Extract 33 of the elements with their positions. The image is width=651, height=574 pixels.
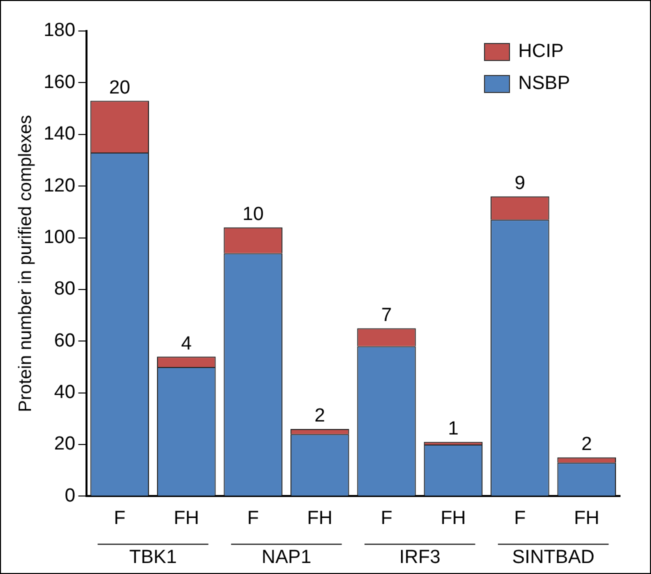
text: IRF3 bbox=[399, 546, 440, 568]
x-tick-label: FH bbox=[440, 508, 466, 529]
x-tick-label: F bbox=[114, 508, 126, 529]
text: SINTBAD bbox=[512, 546, 594, 568]
x-tick-label: FH bbox=[574, 508, 600, 529]
y-tick-label: 40 bbox=[54, 382, 76, 404]
y-tick-label: 0 bbox=[64, 485, 76, 506]
data-label: 7 bbox=[381, 304, 392, 326]
legend-label: HCIP bbox=[518, 41, 564, 63]
data-label: 2 bbox=[314, 406, 326, 427]
data-label: 1 bbox=[448, 418, 459, 440]
legend-label: NSBP bbox=[518, 73, 570, 95]
y-tick-label: 160 bbox=[44, 72, 76, 93]
x-tick-label: F bbox=[247, 508, 259, 529]
data-label: 20 bbox=[109, 78, 130, 99]
y-tick-label: 100 bbox=[44, 226, 76, 248]
x-tick-label: F bbox=[514, 508, 526, 529]
text: NAP1 bbox=[262, 546, 312, 568]
data-label: 10 bbox=[242, 204, 264, 226]
y-tick-label: 120 bbox=[44, 175, 76, 196]
y-tick-label: 180 bbox=[44, 20, 76, 42]
y-tick-label: 140 bbox=[44, 124, 76, 145]
x-tick-label: FH bbox=[307, 508, 332, 529]
text: TBK1 bbox=[129, 546, 177, 568]
y-tick-label: 80 bbox=[54, 278, 76, 300]
y-tick-label: 20 bbox=[54, 434, 76, 455]
data-label: 4 bbox=[181, 333, 192, 354]
x-tick-label: F bbox=[380, 508, 392, 529]
y-axis-title: Protein number in purified complexes bbox=[14, 115, 35, 412]
data-label: 2 bbox=[581, 434, 592, 456]
x-tick-label: FH bbox=[174, 508, 200, 529]
data-label: 9 bbox=[514, 173, 526, 194]
y-tick-label: 60 bbox=[54, 330, 76, 352]
